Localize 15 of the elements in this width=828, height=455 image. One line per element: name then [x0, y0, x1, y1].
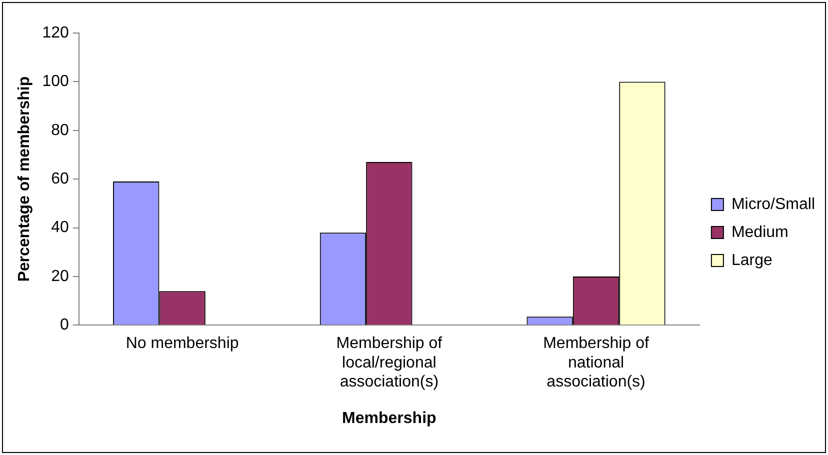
- legend-label: Medium: [731, 224, 788, 241]
- y-tick-label: 100: [42, 73, 69, 90]
- x-tick-label: Membership of national association(s): [543, 335, 650, 391]
- x-tick-label: Membership of local/regional association(s): [336, 335, 443, 391]
- y-tick-label: 60: [51, 170, 69, 188]
- y-tick-label: 20: [51, 268, 69, 285]
- x-tick-label: No membership: [126, 335, 239, 352]
- legend-label: Large: [731, 252, 772, 269]
- legend-label: Micro/Small: [731, 196, 815, 213]
- x-axis-title: Membership: [342, 410, 437, 427]
- y-tick-label: 80: [51, 122, 69, 139]
- y-tick-label: 40: [51, 219, 69, 236]
- y-axis-title: Percentage of membership: [16, 76, 34, 282]
- y-tick-label: 0: [60, 316, 69, 334]
- y-tick-label: 120: [42, 24, 69, 42]
